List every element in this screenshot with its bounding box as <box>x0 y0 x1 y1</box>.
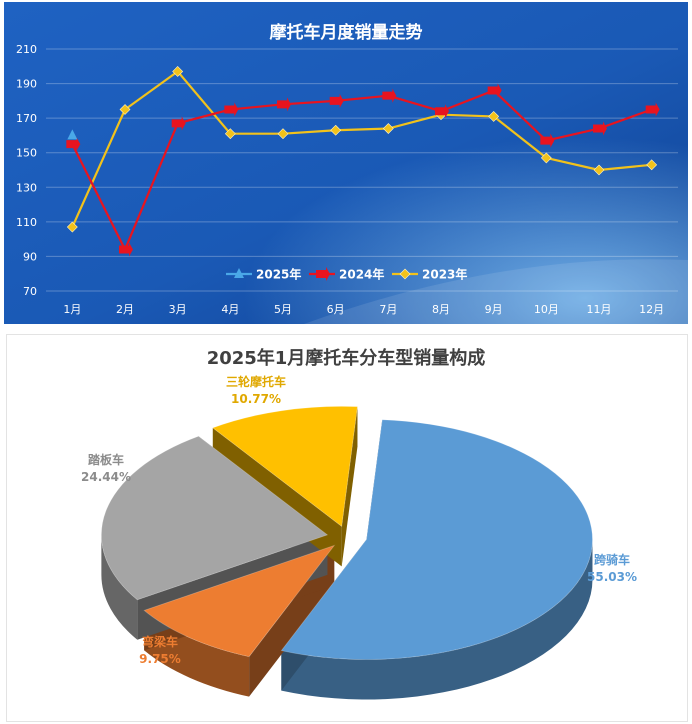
diamond-marker <box>646 159 658 171</box>
diamond-marker <box>172 66 184 77</box>
x-tick-label: 6月 <box>327 303 345 316</box>
arrow-marker <box>593 121 607 136</box>
diamond-marker <box>119 104 131 115</box>
pie-slice-wall <box>341 406 358 567</box>
x-tick-label: 12月 <box>639 303 664 316</box>
diamond-marker <box>488 110 500 122</box>
pie-slice <box>143 544 336 658</box>
arrow-marker <box>224 102 239 117</box>
x-tick-label: 1月 <box>63 303 81 316</box>
arrow-marker <box>119 242 133 257</box>
y-tick-label: 210 <box>16 43 37 56</box>
pie-slice <box>211 406 358 528</box>
pie-label-percent: 9.75% <box>139 652 181 666</box>
arrow-marker <box>171 116 186 131</box>
pie-label-name: 跨骑车 <box>594 552 630 567</box>
y-tick-label: 130 <box>16 181 37 194</box>
diamond-marker <box>277 128 289 140</box>
arrow-marker <box>540 133 555 148</box>
y-tick-label: 70 <box>23 285 37 298</box>
arrow-marker <box>487 83 502 98</box>
arrow-marker <box>316 267 330 281</box>
pie-label-name: 三轮摩托车 <box>226 374 286 389</box>
triangle-marker <box>67 129 78 140</box>
legend-label: 2024年 <box>339 267 384 282</box>
pie-title: 2025年1月摩托车分车型销量构成 <box>207 347 486 369</box>
diamond-marker <box>224 128 236 140</box>
triangle-marker <box>234 268 244 278</box>
y-tick-label: 150 <box>16 147 37 160</box>
x-tick-label: 9月 <box>485 303 503 316</box>
arrow-marker <box>277 97 291 112</box>
model-share-pie-chart: 2025年1月摩托车分车型销量构成 跨骑车 55.03% 弯梁车 9.75% 踏板车 24… <box>81 347 637 700</box>
diamond-marker <box>593 164 605 176</box>
monthly-sales-line-chart: 摩托车月度销量走势 70 90 110 130 150 170 190 210 1月 2月 3月 4… <box>4 2 688 324</box>
x-tick-label: 7月 <box>379 303 397 316</box>
chart-glow <box>4 2 688 324</box>
pie-label-name: 弯梁车 <box>142 634 178 649</box>
y-tick-label: 110 <box>16 216 37 229</box>
y-tick-label: 190 <box>16 78 37 91</box>
series-line <box>71 89 653 251</box>
chart-wave <box>304 259 688 324</box>
x-tick-label: 11月 <box>587 303 612 316</box>
x-tick-label: 10月 <box>534 303 559 316</box>
pie-label-name: 踏板车 <box>88 452 124 467</box>
arrow-marker <box>645 102 660 117</box>
arrow-marker <box>329 93 344 108</box>
pie-label-percent: 55.03% <box>587 570 637 584</box>
diamond-marker <box>399 268 411 280</box>
diamond-marker <box>66 221 78 233</box>
diamond-marker <box>382 123 394 134</box>
x-tick-label: 2月 <box>116 303 134 316</box>
x-tick-label: 4月 <box>221 303 239 316</box>
x-tick-label: 8月 <box>432 303 450 316</box>
chart-title: 摩托车月度销量走势 <box>270 22 423 43</box>
arrow-marker <box>66 137 81 152</box>
pie-slice <box>280 419 593 660</box>
diamond-marker <box>330 124 342 136</box>
pie-label-percent: 10.77% <box>231 392 281 406</box>
pie-label-percent: 24.44% <box>81 470 131 484</box>
pie-slice-side <box>101 534 138 640</box>
arrow-marker <box>435 104 449 119</box>
y-tick-label: 170 <box>16 112 37 125</box>
x-tick-label: 5月 <box>274 303 292 316</box>
arrow-marker <box>382 88 397 103</box>
y-tick-label: 90 <box>23 250 37 263</box>
series-line <box>71 70 652 228</box>
pie-slice-side <box>281 539 593 700</box>
x-tick-label: 3月 <box>169 303 187 316</box>
diamond-marker <box>540 152 552 164</box>
pie-slice <box>101 435 329 601</box>
legend-label: 2023年 <box>422 267 467 282</box>
legend-label: 2025年 <box>256 267 301 282</box>
